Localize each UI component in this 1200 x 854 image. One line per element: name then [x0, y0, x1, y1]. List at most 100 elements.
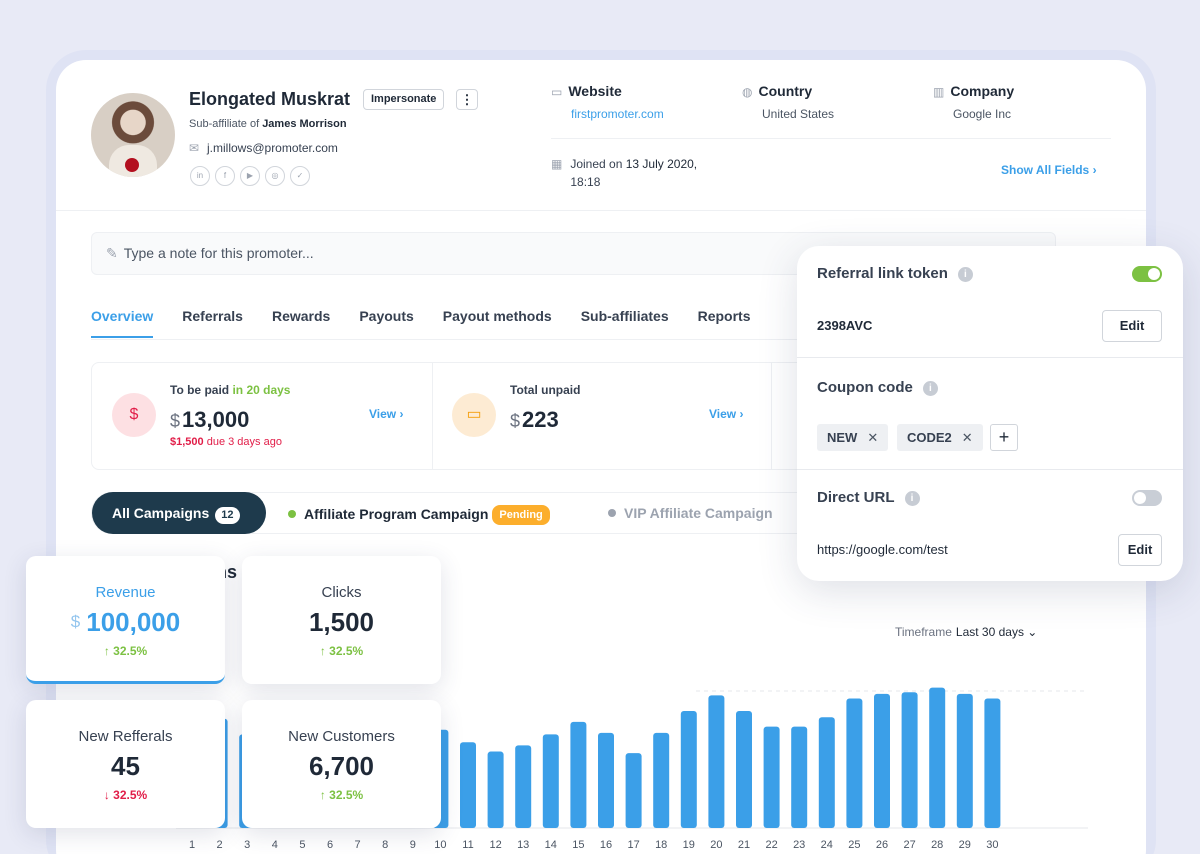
referral-token-heading: Referral link token i — [817, 265, 973, 282]
calendar-icon: ▦ — [551, 157, 563, 171]
mail-icon: ✉ — [189, 141, 200, 155]
new-customers-kpi-card[interactable]: New Customers 6,700 ↑ 32.5% — [242, 700, 441, 828]
info-icon[interactable]: i — [922, 381, 938, 396]
impersonate-button[interactable]: Impersonate — [363, 89, 445, 110]
x-tick-label: 11 — [462, 839, 473, 851]
linkedin-icon[interactable]: in — [190, 166, 210, 186]
chart-bar[interactable] — [542, 734, 559, 828]
x-tick-label: 5 — [299, 839, 305, 851]
x-tick-label: 25 — [848, 839, 860, 851]
instagram-icon[interactable]: ◎ — [265, 166, 285, 186]
chart-bar[interactable] — [901, 692, 918, 828]
chart-bar[interactable] — [460, 742, 476, 828]
coupon-chip: CODE2 ✕ — [897, 424, 983, 451]
x-tick-label: 22 — [765, 839, 777, 851]
view-unpaid-link[interactable]: View › — [709, 407, 744, 421]
email-line: ✉ j.millows@promoter.com — [189, 141, 338, 155]
x-tick-label: 15 — [572, 839, 584, 851]
x-tick-label: 24 — [821, 839, 833, 851]
chart-bar[interactable] — [570, 721, 587, 828]
email-value[interactable]: j.millows@promoter.com — [207, 141, 338, 155]
x-tick-label: 1 — [189, 839, 195, 851]
chart-bar[interactable] — [846, 698, 863, 828]
chart-bar[interactable] — [515, 745, 532, 828]
website-link[interactable]: firstpromoter.com — [571, 107, 664, 121]
more-options-button[interactable]: ⋮ — [456, 89, 478, 110]
x-tick-label: 29 — [959, 839, 971, 851]
chart-bar[interactable] — [487, 751, 504, 828]
profile-tabs: Overview Referrals Rewards Payouts Payou… — [91, 308, 751, 338]
divider — [56, 210, 1146, 211]
campaign-vip[interactable]: VIP Affiliate Campaign — [608, 505, 773, 521]
parent-affiliate-name[interactable]: James Morrison — [262, 118, 347, 130]
browser-icon: ▭ — [551, 85, 563, 99]
tab-payout-methods[interactable]: Payout methods — [442, 308, 552, 324]
revenue-value: 100,000 — [86, 607, 181, 637]
chart-bar[interactable] — [708, 695, 725, 828]
chart-bar[interactable] — [653, 732, 670, 828]
chart-bar[interactable] — [736, 711, 752, 828]
clicks-kpi-card[interactable]: Clicks 1,500 ↑ 32.5% — [242, 556, 441, 684]
tab-payouts[interactable]: Payouts — [359, 308, 414, 324]
website-field: ▭ Website firstpromoter.com — [551, 83, 664, 121]
chart-bar[interactable] — [763, 726, 780, 828]
total-unpaid-stat: ▭ Total unpaid $223 View › — [432, 363, 772, 469]
new-referrals-kpi-card[interactable]: New Refferals 45 ↓ 32.5% — [26, 700, 225, 828]
all-campaigns-pill[interactable]: All Campaigns 12 — [92, 492, 266, 534]
direct-url-toggle[interactable] — [1132, 490, 1162, 506]
clicks-change: ↑ 32.5% — [319, 644, 364, 658]
add-coupon-button[interactable]: + — [990, 424, 1018, 451]
info-icon[interactable]: i — [957, 267, 973, 282]
timeframe-select[interactable]: Timeframe Last 30 days ⌄ — [895, 625, 1038, 639]
customers-value: 6,700 — [308, 751, 375, 781]
chart-bar[interactable] — [956, 693, 973, 828]
youtube-icon[interactable]: ▶ — [240, 166, 260, 186]
x-tick-label: 30 — [986, 839, 998, 851]
company-field: ▥ Company Google Inc — [933, 83, 1015, 121]
campaign-filter: All Campaigns 12 Affiliate Program Campai… — [91, 492, 991, 534]
edit-token-button[interactable]: Edit — [1102, 310, 1162, 342]
revenue-kpi-card[interactable]: Revenue $100,000 ↑ 32.5% — [26, 556, 225, 684]
chart-bar[interactable] — [598, 732, 614, 828]
x-tick-label: 9 — [410, 839, 416, 851]
coupon-chip: NEW ✕ — [817, 424, 889, 451]
tab-reports[interactable]: Reports — [697, 308, 751, 324]
building-icon: ▥ — [933, 85, 945, 99]
chart-bar[interactable] — [929, 687, 946, 828]
customers-change: ↑ 32.5% — [319, 788, 364, 802]
divider — [551, 138, 1111, 139]
chart-bar[interactable] — [625, 753, 642, 828]
tab-sub-affiliates[interactable]: Sub-affiliates — [580, 308, 669, 324]
to-be-paid-stat: $ To be paid in 20 days $13,000 $1,500 d… — [92, 363, 432, 469]
chart-bar[interactable] — [874, 693, 890, 828]
x-tick-label: 21 — [738, 839, 750, 851]
x-tick-label: 27 — [903, 839, 915, 851]
chart-bar[interactable] — [680, 711, 697, 828]
sub-affiliate-line: Sub-affiliate of James Morrison — [189, 118, 347, 130]
twitter-icon[interactable]: ✓ — [290, 166, 310, 186]
x-tick-label: 3 — [244, 839, 250, 851]
view-to-be-paid-link[interactable]: View › — [369, 407, 404, 421]
campaign-count-badge: 12 — [215, 507, 240, 524]
edit-direct-url-button[interactable]: Edit — [1118, 534, 1162, 566]
show-all-fields-link[interactable]: Show All Fields › — [1001, 163, 1097, 177]
chart-bar[interactable] — [818, 717, 835, 828]
facebook-icon[interactable]: f — [215, 166, 235, 186]
chart-bar[interactable] — [791, 726, 808, 828]
chart-bar[interactable] — [984, 698, 1001, 828]
referral-token-toggle[interactable] — [1132, 266, 1162, 282]
x-tick-label: 17 — [627, 839, 639, 851]
tab-rewards[interactable]: Rewards — [271, 308, 331, 324]
tab-overview[interactable]: Overview — [91, 308, 154, 338]
campaign-affiliate-program[interactable]: Affiliate Program Campaign Pending — [288, 505, 550, 525]
direct-url-heading: Direct URL i — [817, 489, 920, 506]
remove-icon[interactable]: ✕ — [867, 430, 879, 445]
remove-icon[interactable]: ✕ — [961, 430, 973, 445]
unpaid-amount: 223 — [522, 407, 559, 432]
avatar — [91, 93, 175, 177]
info-icon[interactable]: i — [904, 491, 920, 506]
tab-referrals[interactable]: Referrals — [182, 308, 243, 324]
status-badge: Pending — [492, 505, 550, 525]
coupon-code-heading: Coupon code i — [817, 379, 938, 396]
revenue-change: ↑ 32.5% — [103, 644, 148, 658]
